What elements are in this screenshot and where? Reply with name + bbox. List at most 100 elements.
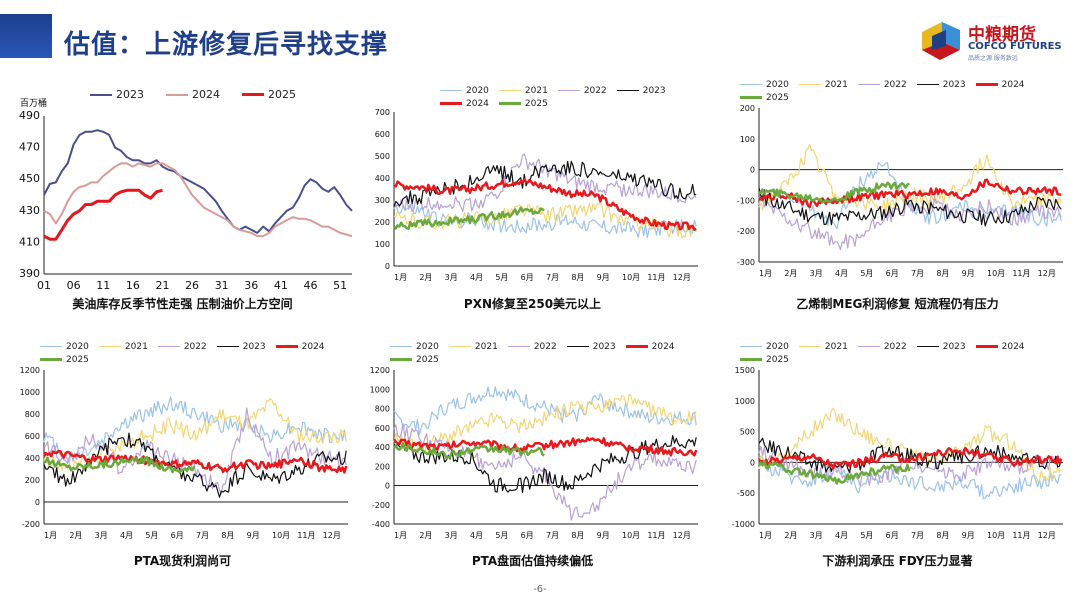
legend-label: 2025 — [766, 92, 789, 103]
chart-caption: 乙烯制MEG利润修复 短流程仍有压力 — [796, 297, 999, 311]
series-line-2022 — [758, 195, 1062, 251]
legend-item: 2025 — [740, 353, 789, 366]
x-tick-label: 3月 — [810, 269, 823, 278]
series-line-2024 — [42, 449, 348, 474]
y-tick-label: 0 — [385, 262, 390, 271]
y-tick-label: 450 — [19, 172, 40, 185]
series-line-2020 — [43, 396, 347, 464]
legend-item: 2020 — [390, 340, 439, 353]
series-line-2025 — [393, 206, 545, 231]
legend-swatch — [498, 102, 521, 105]
x-tick-label: 10月 — [622, 273, 640, 282]
chart-downstream: 2020 2021 2022 2023 2024 2025 -1000 -500 0 500 10… — [725, 340, 1070, 572]
chart-plot: -1000 -500 0 500 1000 1500 1月 2月 3月 4月 5月 6月 7月 8月 9月 1… — [732, 366, 1063, 540]
legend-label: 2020 — [766, 79, 789, 90]
x-tick-label: 41 — [274, 279, 288, 292]
legend-item: 2024 — [975, 78, 1025, 91]
y-tick-label: 430 — [19, 204, 40, 217]
series-line-2024 — [43, 162, 353, 238]
legend-item: 2024 — [166, 88, 220, 101]
y-tick-label: -400 — [372, 520, 390, 529]
y-tick-label: 100 — [375, 240, 390, 249]
x-tick-label: 10月 — [987, 531, 1005, 540]
x-tick-label: 5月 — [860, 531, 873, 540]
x-tick-label: 11月 — [297, 531, 315, 540]
x-tick-label: 2月 — [69, 531, 82, 540]
x-tick-label: 4月 — [470, 273, 483, 282]
legend-swatch — [740, 96, 762, 99]
legend-item: 2025 — [498, 97, 548, 110]
series-line-2025 — [757, 459, 911, 485]
legend-swatch — [498, 89, 521, 92]
x-tick-label: 3月 — [810, 531, 823, 540]
legend-item: 2022 — [557, 84, 607, 97]
y-tick-label: 400 — [25, 454, 40, 463]
y-tick-label: 200 — [375, 462, 390, 471]
x-tick-label: 26 — [185, 279, 199, 292]
y-tick-label: -1000 — [732, 520, 755, 529]
series-line-2022 — [43, 407, 347, 495]
chart-legend: 2020 2021 2022 2023 2024 2025 — [40, 340, 355, 366]
legend-item: 2025 — [242, 88, 296, 101]
y-tick-label: 600 — [375, 424, 390, 433]
x-tick-label: 5月 — [495, 531, 508, 540]
series-line-2024 — [392, 436, 698, 457]
series-line-2025 — [43, 188, 163, 241]
x-tick-label: 51 — [333, 279, 347, 292]
legend-swatch — [625, 345, 648, 348]
legend-swatch — [507, 345, 530, 348]
chart-caption: PXN修复至250美元以上 — [463, 297, 602, 311]
x-tick-label: 5月 — [495, 273, 508, 282]
y-tick-label: 1500 — [735, 366, 755, 375]
legend-item: 2020 — [440, 84, 489, 97]
x-tick-label: 21 — [155, 279, 169, 292]
chart-crude-inventory: 百万桶 2023 2024 2025 390 410 430 450 470 490 01 06 1… — [10, 82, 355, 312]
y-tick-label: -100 — [737, 196, 755, 205]
legend-label: 2021 — [524, 85, 548, 96]
legend-label: 2022 — [883, 341, 907, 352]
x-tick-label: 36 — [244, 279, 258, 292]
legend-label: 2021 — [824, 341, 848, 352]
y-tick-label: 0 — [385, 482, 390, 491]
legend-swatch — [740, 345, 762, 348]
legend-item: 2025 — [740, 91, 789, 104]
chart-plot: 0 100 200 300 400 500 600 700 1月 2月 3月 4月 5月 6月 7月 8月 9月… — [375, 108, 698, 282]
series-line-2023 — [758, 437, 1062, 473]
legend-swatch — [390, 358, 412, 361]
x-tick-label: 06 — [67, 279, 81, 292]
legend-swatch — [857, 345, 880, 348]
chart-plot: -200 0 200 400 600 800 1000 1200 1月 2月 3月 4月 5月 6月 7月 8… — [20, 366, 348, 540]
legend-swatch — [242, 93, 264, 96]
x-tick-label: 7月 — [911, 269, 924, 278]
x-tick-label: 6月 — [886, 269, 899, 278]
legend-label: 2025 — [268, 88, 296, 101]
legend-swatch — [798, 83, 821, 86]
legend-item: 2022 — [507, 340, 557, 353]
x-tick-label: 6月 — [521, 273, 534, 282]
y-tick-label: -200 — [372, 501, 390, 510]
x-tick-label: 9月 — [247, 531, 260, 540]
page-title: 估值：上游修复后寻找支撑 — [64, 30, 389, 60]
legend-label: 2023 — [942, 79, 966, 90]
x-tick-label: 3月 — [95, 531, 108, 540]
x-tick-label: 7月 — [196, 531, 209, 540]
legend-label: 2023 — [942, 341, 966, 352]
legend-swatch — [440, 102, 462, 105]
x-tick-label: 3月 — [445, 531, 458, 540]
legend-label: 2020 — [66, 341, 89, 352]
series-line-2024 — [758, 178, 1062, 209]
slide-header: 估值：上游修复后寻找支撑 中粮期货 COFCO FUTURES 品质之源 服务致… — [0, 0, 1080, 72]
y-tick-label: 800 — [25, 410, 40, 419]
x-tick-label: 11月 — [1012, 269, 1030, 278]
x-tick-label: 2月 — [784, 531, 797, 540]
x-tick-label: 46 — [304, 279, 318, 292]
x-tick-label: 1月 — [759, 531, 772, 540]
x-tick-label: 5月 — [860, 269, 873, 278]
legend-swatch — [798, 345, 821, 348]
chart-legend: 2023 2024 2025 — [90, 88, 350, 101]
legend-item: 2021 — [448, 340, 498, 353]
legend-swatch — [440, 89, 462, 92]
chart-pta-disk: 2020 2021 2022 2023 2024 2025 -400 -200 0 200 400… — [360, 340, 705, 572]
legend-label: 2021 — [474, 341, 498, 352]
x-tick-label: 9月 — [597, 531, 610, 540]
